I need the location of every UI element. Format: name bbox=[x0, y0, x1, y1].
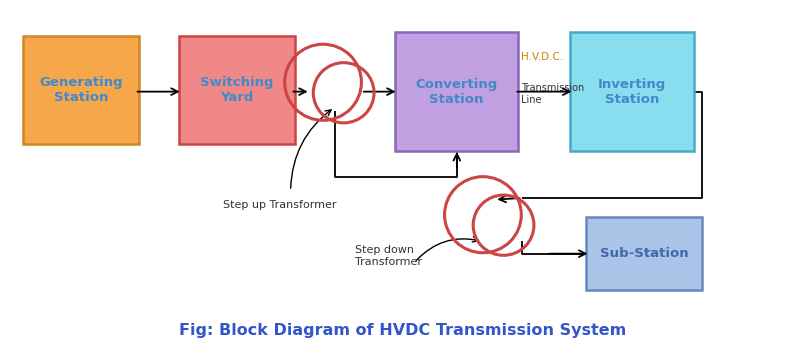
Text: Step down
Transformer: Step down Transformer bbox=[354, 245, 422, 267]
FancyBboxPatch shape bbox=[179, 36, 295, 144]
Text: Inverting
Station: Inverting Station bbox=[598, 78, 667, 105]
FancyBboxPatch shape bbox=[586, 217, 702, 290]
FancyBboxPatch shape bbox=[394, 33, 518, 151]
FancyBboxPatch shape bbox=[23, 36, 138, 144]
Text: Transmission
Line: Transmission Line bbox=[521, 83, 584, 104]
Text: H.V.D.C.: H.V.D.C. bbox=[521, 52, 563, 62]
Text: Sub-Station: Sub-Station bbox=[600, 247, 688, 260]
Text: Switching
Yard: Switching Yard bbox=[200, 76, 274, 104]
FancyBboxPatch shape bbox=[571, 33, 694, 151]
Text: Step up Transformer: Step up Transformer bbox=[223, 200, 336, 210]
Text: Generating
Station: Generating Station bbox=[39, 76, 122, 104]
Text: Converting
Station: Converting Station bbox=[415, 78, 497, 105]
Text: Fig: Block Diagram of HVDC Transmission System: Fig: Block Diagram of HVDC Transmission … bbox=[179, 323, 626, 338]
